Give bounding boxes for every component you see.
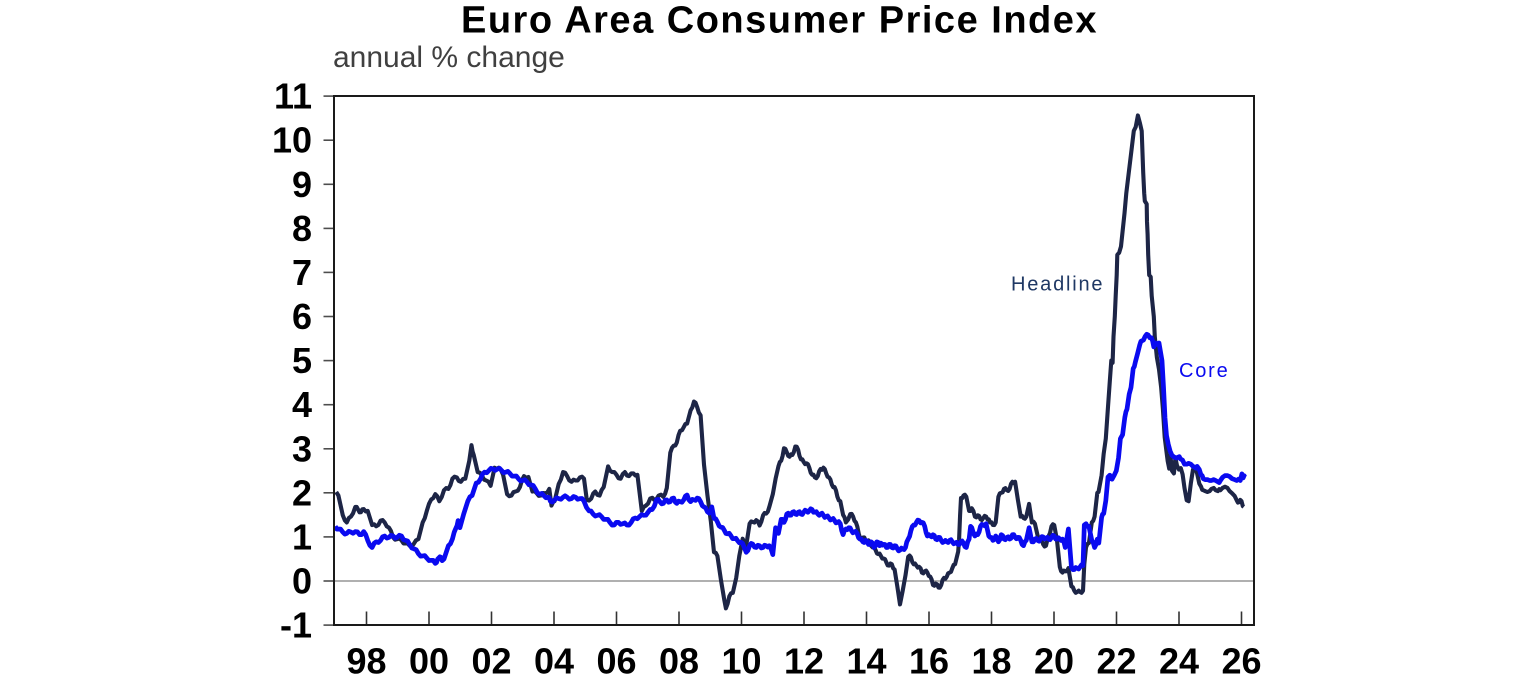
svg-text:98: 98 <box>346 641 386 680</box>
svg-text:9: 9 <box>292 164 312 205</box>
svg-text:10: 10 <box>272 120 312 161</box>
svg-text:10: 10 <box>721 641 761 680</box>
svg-text:4: 4 <box>292 384 312 425</box>
svg-text:-1: -1 <box>280 605 312 646</box>
svg-text:11: 11 <box>274 76 312 117</box>
svg-text:8: 8 <box>292 208 312 249</box>
svg-text:Euro Area Consumer Price Index: Euro Area Consumer Price Index <box>461 0 1098 42</box>
svg-text:20: 20 <box>1034 641 1074 680</box>
svg-text:18: 18 <box>971 641 1011 680</box>
svg-text:14: 14 <box>846 641 886 680</box>
svg-text:22: 22 <box>1096 641 1136 680</box>
svg-text:6: 6 <box>292 296 312 337</box>
svg-text:0: 0 <box>292 561 312 602</box>
svg-text:08: 08 <box>659 641 699 680</box>
svg-text:3: 3 <box>292 428 312 469</box>
svg-text:06: 06 <box>596 641 636 680</box>
svg-text:12: 12 <box>784 641 824 680</box>
svg-text:00: 00 <box>409 641 449 680</box>
svg-text:1: 1 <box>292 516 312 557</box>
svg-text:Headline: Headline <box>1011 274 1104 296</box>
svg-text:24: 24 <box>1159 641 1199 680</box>
svg-text:26: 26 <box>1221 641 1261 680</box>
svg-text:annual % change: annual % change <box>333 41 565 74</box>
svg-text:16: 16 <box>909 641 949 680</box>
svg-text:2: 2 <box>292 472 312 513</box>
svg-text:7: 7 <box>292 252 312 293</box>
svg-text:02: 02 <box>471 641 511 680</box>
svg-text:5: 5 <box>292 340 312 381</box>
svg-text:04: 04 <box>534 641 574 680</box>
svg-text:Core: Core <box>1179 360 1230 382</box>
